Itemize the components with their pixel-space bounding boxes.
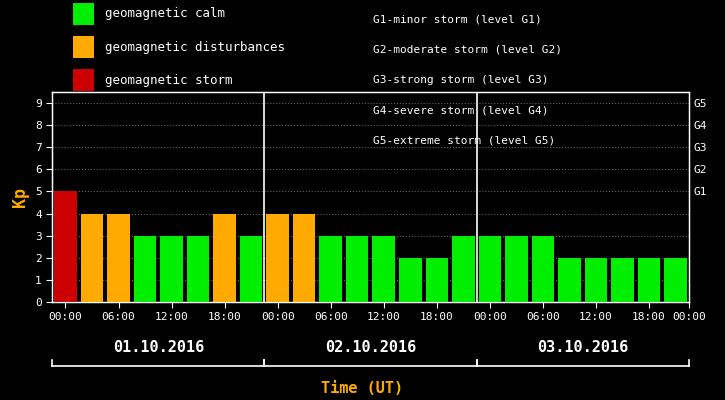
Bar [399,258,421,302]
Text: 02.10.2016: 02.10.2016 [325,340,416,355]
Text: G3-strong storm (level G3): G3-strong storm (level G3) [373,75,549,85]
Text: G5-extreme storm (level G5): G5-extreme storm (level G5) [373,136,555,146]
Bar [240,236,262,302]
Text: geomagnetic calm: geomagnetic calm [105,8,225,20]
Bar [160,236,183,302]
Text: geomagnetic disturbances: geomagnetic disturbances [105,41,285,54]
Text: G2-moderate storm (level G2): G2-moderate storm (level G2) [373,44,563,54]
Bar [452,236,475,302]
Bar [611,258,634,302]
Text: G1-minor storm (level G1): G1-minor storm (level G1) [373,14,542,24]
Bar [187,236,210,302]
Bar [266,214,289,302]
Y-axis label: Kp: Kp [12,187,30,207]
Bar [293,214,315,302]
Bar [107,214,130,302]
Bar [320,236,342,302]
Text: G4-severe storm (level G4): G4-severe storm (level G4) [373,105,549,115]
Bar [478,236,501,302]
Bar [80,214,103,302]
Bar [213,214,236,302]
Bar [346,236,368,302]
Bar [664,258,687,302]
Text: 01.10.2016: 01.10.2016 [112,340,204,355]
Bar [54,192,77,302]
Bar [558,258,581,302]
Bar [638,258,660,302]
Bar [426,258,448,302]
Text: Time (UT): Time (UT) [321,381,404,396]
Bar [373,236,395,302]
Bar [531,236,554,302]
Text: 03.10.2016: 03.10.2016 [537,340,629,355]
Text: geomagnetic storm: geomagnetic storm [105,74,233,87]
Bar [584,258,608,302]
Bar [133,236,157,302]
Bar [505,236,528,302]
